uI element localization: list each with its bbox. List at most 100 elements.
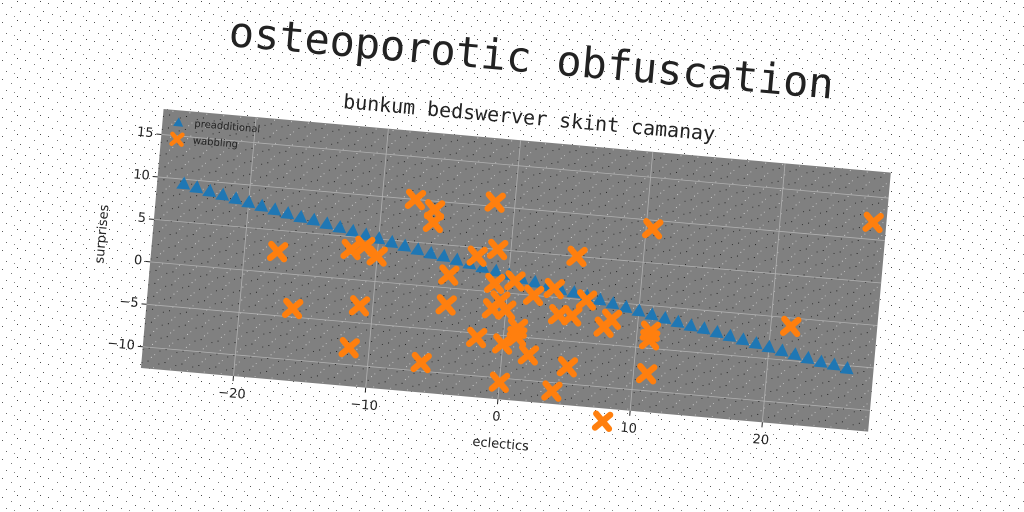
triangle-marker — [358, 227, 373, 241]
x-marker — [556, 356, 579, 378]
triangle-marker — [254, 198, 269, 212]
triangle-marker — [644, 307, 659, 321]
x-marker — [488, 371, 511, 393]
x-marker — [566, 245, 588, 268]
y-tick-label: −10 — [107, 336, 136, 353]
triangle-marker — [241, 195, 256, 209]
triangle-marker — [631, 303, 646, 317]
y-tick-label: 15 — [136, 125, 154, 141]
x-marker — [354, 235, 376, 258]
grid-line — [629, 151, 654, 411]
triangle-marker — [173, 117, 184, 127]
triangle-marker — [761, 339, 776, 353]
triangle-marker — [527, 274, 542, 288]
x-marker — [338, 336, 360, 359]
triangle-marker — [670, 314, 685, 328]
x-marker — [600, 308, 623, 331]
triangle-marker — [787, 347, 802, 361]
x-marker — [635, 363, 658, 385]
legend-label: wabbling — [192, 136, 238, 151]
x-marker — [348, 295, 371, 317]
x-marker — [410, 351, 432, 374]
y-tick-label: 0 — [133, 253, 143, 269]
triangle-marker — [436, 248, 451, 263]
grid-line — [153, 218, 882, 284]
y-tick-label: 10 — [133, 167, 151, 183]
x-marker — [543, 277, 565, 300]
grid-line — [150, 261, 878, 326]
triangle-marker — [709, 324, 724, 339]
triangle-marker — [228, 191, 243, 205]
triangle-marker — [657, 311, 672, 325]
triangle-marker — [189, 180, 204, 194]
triangle-marker — [813, 354, 828, 368]
x-marker — [486, 238, 509, 261]
triangle-marker — [800, 350, 815, 365]
triangle-marker — [293, 209, 308, 224]
x-marker — [522, 284, 545, 307]
x-marker — [591, 410, 614, 432]
triangle-marker — [215, 187, 230, 201]
triangle-marker — [280, 206, 295, 220]
triangle-marker — [332, 220, 347, 234]
x-marker — [465, 326, 488, 349]
x-marker — [561, 305, 583, 327]
x-tick-label: 10 — [620, 421, 638, 437]
x-marker — [466, 245, 488, 267]
y-tick-label: 5 — [137, 210, 147, 226]
x-marker — [575, 289, 598, 311]
grid-line — [157, 176, 885, 241]
x-marker — [862, 211, 884, 234]
grid-line — [761, 163, 786, 423]
triangle-marker — [306, 212, 321, 226]
triangle-marker — [683, 318, 698, 332]
triangle-marker — [774, 343, 789, 357]
triangle-marker — [202, 183, 217, 198]
x-marker — [517, 344, 540, 366]
x-tick-label: 0 — [492, 409, 502, 425]
x-marker — [366, 245, 388, 267]
triangle-marker — [826, 357, 841, 371]
triangle-marker — [319, 216, 334, 230]
triangle-marker — [449, 252, 464, 266]
x-marker — [483, 272, 506, 295]
x-marker — [435, 294, 457, 316]
x-marker — [494, 299, 517, 321]
x-marker — [281, 297, 304, 320]
grid-line — [233, 117, 257, 377]
x-marker — [422, 211, 445, 234]
x-marker — [639, 320, 662, 343]
x-marker — [484, 191, 506, 213]
x-marker — [780, 315, 802, 338]
x-tick-label: −10 — [350, 397, 379, 414]
plot-noise — [140, 108, 891, 432]
x-tick-label: −20 — [218, 385, 247, 402]
grid-line — [161, 134, 889, 199]
triangle-marker — [176, 176, 191, 190]
triangle-marker — [839, 361, 854, 375]
triangle-marker — [397, 238, 412, 252]
triangle-marker — [722, 328, 737, 342]
triangle-marker — [696, 321, 711, 335]
triangle-marker — [748, 336, 763, 350]
x-marker — [404, 188, 427, 211]
x-marker — [266, 240, 289, 263]
y-axis-label: surprises — [92, 204, 112, 264]
triangle-marker — [488, 263, 503, 277]
triangle-marker — [384, 234, 399, 249]
triangle-marker — [267, 202, 282, 216]
triangle-marker — [592, 292, 607, 306]
x-marker — [504, 270, 526, 292]
triangle-marker — [423, 246, 438, 260]
x-axis-label: eclectics — [472, 435, 530, 455]
triangle-marker — [345, 223, 360, 237]
triangle-marker — [618, 299, 633, 314]
x-marker — [641, 218, 664, 240]
x-marker — [505, 325, 528, 348]
marks — [176, 176, 884, 432]
x-marker — [169, 131, 185, 147]
x-marker — [541, 380, 563, 402]
y-tick-label: −5 — [119, 294, 139, 311]
x-tick-label: 20 — [752, 432, 770, 448]
